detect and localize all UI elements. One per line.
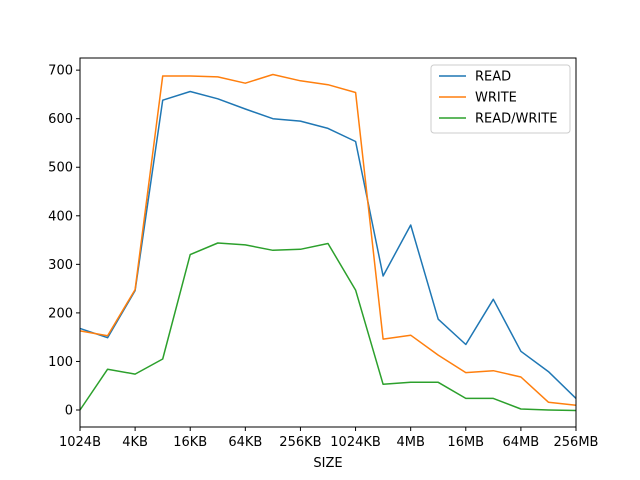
x-axis-label: SIZE	[313, 456, 342, 471]
series-line-read-write	[79, 242, 577, 412]
y-tick-label: 600	[48, 112, 73, 127]
y-tick-label: 500	[48, 161, 73, 176]
x-tick-label: 64MB	[503, 435, 540, 450]
x-tick-label: 64KB	[228, 435, 262, 450]
legend: READ WRITE READ/WRITE	[430, 64, 571, 134]
y-tick-label: 400	[48, 209, 73, 224]
x-tick-label: 16MB	[447, 435, 484, 450]
y-tick-label: 100	[48, 355, 73, 370]
y-tick-label: 0	[65, 404, 73, 419]
x-tick-label: 256MB	[554, 435, 599, 450]
legend-label: READ	[475, 70, 511, 85]
x-tick-label: 1024KB	[330, 435, 381, 450]
plot-frame	[79, 57, 577, 428]
x-tick-label: 1024B	[59, 435, 101, 450]
y-tick-label: 700	[48, 64, 73, 79]
x-tick-label: 256KB	[279, 435, 321, 450]
x-axis: 1024B 4KB 16KB 64KB 256KB 1024KB 4MB 16MB 64MB 25…	[59, 427, 598, 450]
legend-label: WRITE	[475, 91, 517, 106]
x-tick-label: 16KB	[173, 435, 207, 450]
y-tick-label: 200	[48, 306, 73, 321]
x-tick-label: 4MB	[396, 435, 424, 450]
legend-label: READ/WRITE	[475, 112, 557, 127]
series-line-read	[79, 90, 577, 399]
y-axis: 0 100 200 300 400 500 600 700	[48, 64, 80, 419]
x-tick-label: 4KB	[122, 435, 148, 450]
legend-box	[430, 64, 571, 134]
y-tick-label: 300	[48, 258, 73, 273]
plot-lines	[79, 73, 577, 412]
series-line-write	[79, 73, 577, 406]
